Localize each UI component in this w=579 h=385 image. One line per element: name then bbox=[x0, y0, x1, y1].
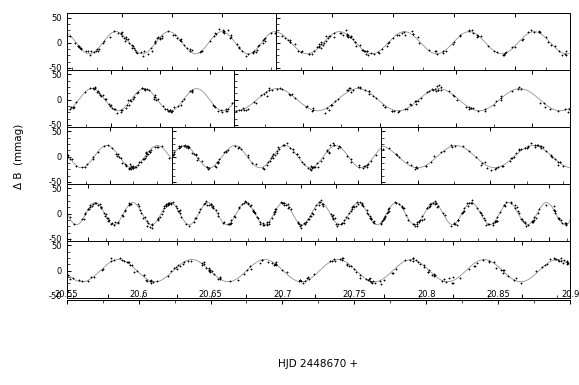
Text: HJD 2448670 +: HJD 2448670 + bbox=[278, 359, 358, 369]
Text: Δ B  (mmag): Δ B (mmag) bbox=[13, 123, 24, 189]
